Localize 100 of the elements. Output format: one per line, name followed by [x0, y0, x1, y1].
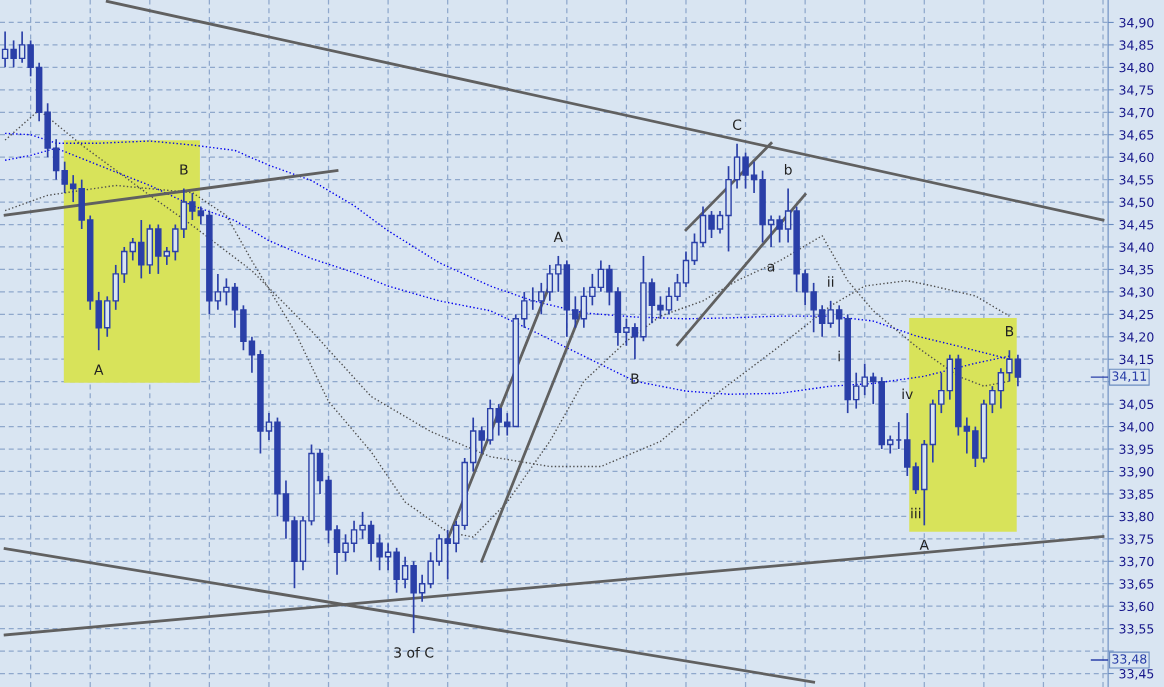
candlestick [10, 39, 17, 69]
y-tick-label: 34,35 [1119, 264, 1154, 276]
candlestick [172, 223, 179, 262]
y-tick-label: 34,40 [1119, 242, 1154, 254]
text: B [180, 164, 188, 175]
y-tick-label: 33,80 [1119, 511, 1154, 523]
y-tick-label: 33,70 [1119, 556, 1154, 568]
candlestick [121, 246, 128, 284]
y-tick-label: 34,60 [1119, 152, 1154, 164]
candlestick [801, 268, 809, 307]
text: 3 of C [394, 647, 434, 658]
candlestick [18, 30, 26, 64]
candlestick [682, 250, 690, 289]
candlestick [521, 291, 528, 329]
candlestick [989, 385, 996, 414]
candlestick [691, 232, 698, 266]
candlestick [27, 39, 34, 78]
candlestick [835, 304, 843, 338]
candlestick [852, 371, 860, 410]
y-tick-label: 33,95 [1119, 444, 1154, 456]
candlestick [861, 362, 868, 396]
text: b [784, 164, 792, 175]
y-tick-label: 34,85 [1119, 40, 1154, 52]
y-tick-label: 33,60 [1119, 601, 1154, 613]
candlestick [733, 142, 741, 190]
candlestick [401, 555, 409, 590]
candlestick [1014, 353, 1022, 387]
candlestick [546, 264, 554, 302]
candlestick [572, 295, 579, 329]
y-tick-label: 33,55 [1119, 624, 1154, 635]
candlestick [359, 511, 366, 540]
candlestick [231, 282, 239, 329]
candlestick [997, 367, 1005, 410]
y-tick-label: 34,25 [1119, 309, 1154, 321]
candlestick [52, 138, 60, 181]
candlestick [367, 520, 375, 563]
text: iii [911, 507, 921, 519]
candlestick [444, 529, 451, 581]
y-tick-label: 33,90 [1119, 466, 1154, 478]
candlestick [504, 412, 511, 437]
candlestick [742, 151, 749, 190]
y-tick-label: 34,45 [1119, 219, 1154, 231]
text: A [919, 539, 929, 550]
ref-line-label: 34,11 [1112, 371, 1147, 383]
y-tick-label: 34,90 [1119, 17, 1154, 29]
candlestick [657, 295, 664, 320]
candlestick [427, 551, 434, 590]
candlestick [189, 192, 196, 221]
candlestick [129, 237, 137, 262]
y-tick-label: 34,80 [1119, 62, 1154, 74]
candlestick [912, 461, 920, 495]
text: ii [828, 276, 834, 287]
candlestick [435, 533, 443, 567]
candlestick [376, 533, 383, 572]
candlestick [648, 277, 656, 325]
y-tick-label: 34,50 [1119, 197, 1154, 209]
text: B [631, 373, 639, 384]
candlestick [138, 219, 145, 280]
text: C [732, 119, 742, 130]
candlestick [495, 403, 502, 437]
candlestick [810, 282, 817, 334]
candlestick [963, 416, 971, 455]
candlestick [555, 255, 562, 293]
y-tick-label: 34,20 [1119, 332, 1154, 343]
y-tick-label: 34,65 [1119, 130, 1154, 141]
text: B [1006, 326, 1014, 337]
candlestick [350, 520, 358, 554]
candlestick [478, 425, 485, 455]
candlestick [674, 273, 681, 302]
y-tick-label: 34,00 [1119, 422, 1154, 433]
candlestick [623, 317, 630, 347]
candlestick [589, 273, 596, 307]
y-tick-label: 34,75 [1119, 85, 1154, 97]
ref-line-label: 33,48 [1112, 654, 1147, 665]
candlestick [214, 273, 222, 311]
y-tick-label: 33,45 [1119, 669, 1154, 680]
candlestick [418, 573, 426, 603]
candlestick [818, 304, 826, 338]
candlestick [784, 187, 792, 244]
y-tick-label: 34,15 [1119, 354, 1154, 366]
candlestick [538, 282, 545, 316]
candlestick [61, 160, 68, 194]
candlestick [580, 286, 588, 329]
candlestick [1006, 349, 1013, 383]
text: a [767, 263, 775, 272]
candlestick [750, 160, 758, 194]
y-tick-label: 33,65 [1119, 579, 1154, 590]
candlestick [1, 30, 9, 69]
candlestick [665, 286, 673, 316]
y-tick-label: 34,70 [1119, 107, 1154, 119]
y-tick-label: 33,85 [1119, 489, 1154, 501]
candlestick [716, 210, 724, 235]
y-tick-label: 34,30 [1119, 287, 1154, 299]
candlestick [869, 371, 877, 405]
text: A [553, 231, 563, 242]
candlestick [767, 214, 775, 248]
candlestick [265, 412, 273, 441]
candlestick [342, 533, 349, 563]
candlestick [223, 277, 230, 307]
candlestick [827, 300, 834, 329]
